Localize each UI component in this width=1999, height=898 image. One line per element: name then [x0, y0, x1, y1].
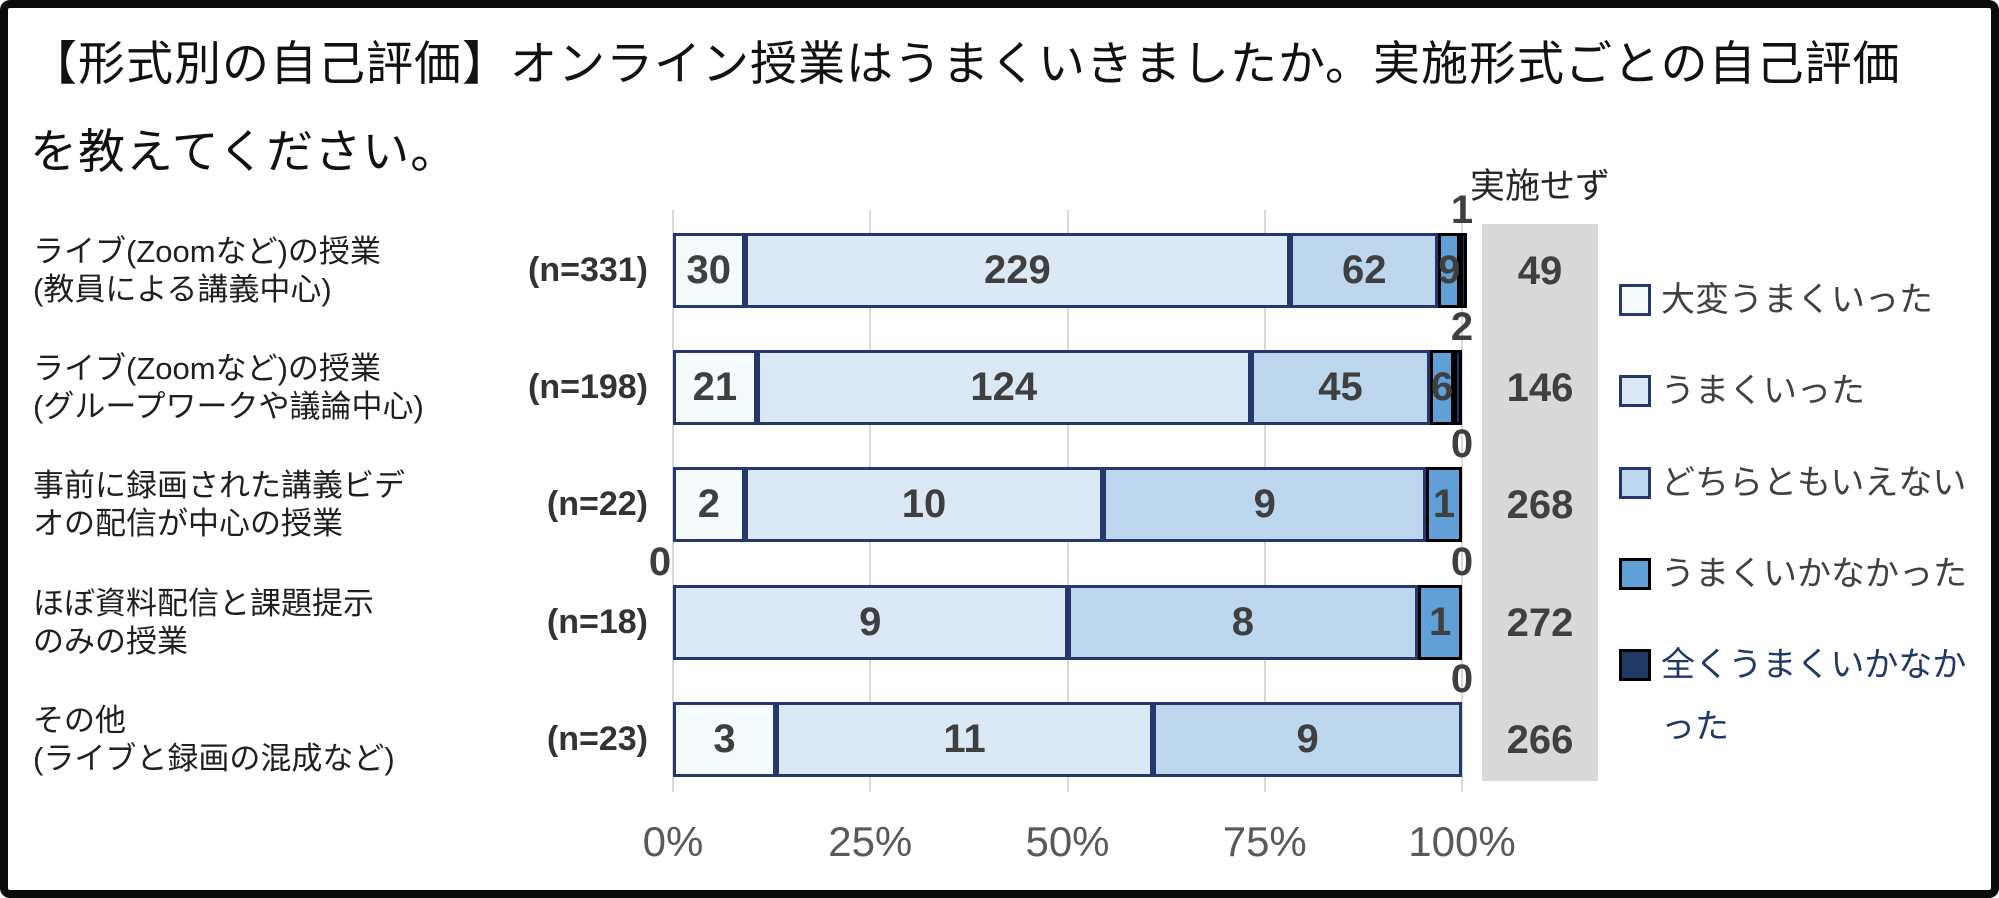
- bar-segment-大変うまくいった: [673, 350, 757, 425]
- bar-segment-どちらともいえない: [1290, 233, 1439, 308]
- category-label-row3: 事前に録画された講義ビデ オの配信が中心の授業 (n=22): [33, 461, 648, 549]
- bar-value: 30: [686, 248, 732, 292]
- bar-segment-大変うまくいった: [673, 467, 745, 542]
- not-implemented-value-row5: 266: [1506, 717, 1574, 762]
- not-implemented-value-row2: 146: [1506, 365, 1574, 410]
- bar-segment-うまくいった: [775, 702, 1154, 777]
- category-label-row1: ライブ(Zoomなど)の授業 (教員による講義中心) (n=331): [33, 227, 648, 315]
- x-axis-tick-75%: 75%: [1222, 818, 1307, 865]
- n-label-row3: (n=22): [546, 485, 648, 523]
- x-axis-tick-25%: 25%: [828, 818, 913, 865]
- bar-value: 9: [859, 600, 882, 644]
- bar-segment-うまくいった: [673, 585, 1068, 660]
- bar-segment-大変うまくいった: [673, 702, 776, 777]
- bar-segment-うまくいかなかった: [1430, 350, 1455, 425]
- bar-value: 1: [1432, 482, 1456, 526]
- chart-title: 【形式別の自己評価】オンライン授業はうまくいきましたか。実施形式ごとの自己評価 …: [30, 20, 1975, 196]
- bar-outside-value: 0: [648, 540, 672, 584]
- bar-value: 2: [697, 482, 720, 526]
- category-line: その他: [33, 702, 126, 738]
- bar-value: 10: [901, 482, 947, 526]
- bar-value: 3: [713, 717, 736, 761]
- category-line: 事前に録画された講義ビデ: [33, 467, 405, 503]
- bar-segment-どちらともいえない: [1250, 350, 1431, 425]
- chart-title-line2: を教えてください。: [30, 125, 459, 178]
- bar-value: 21: [692, 365, 738, 409]
- n-label-row5: (n=23): [546, 720, 648, 758]
- bar-segment-どちらともいえない: [1067, 585, 1419, 660]
- bar-segment-うまくいかなかった: [1418, 585, 1462, 660]
- chart-title-line1: 【形式別の自己評価】オンライン授業はうまくいきましたか。実施形式ごとの自己評価: [30, 37, 1901, 90]
- bar-segment-うまくいかなかった: [1438, 233, 1460, 308]
- category-label-row2: ライブ(Zoomなど)の授業 (グループワークや議論中心) (n=198): [33, 344, 648, 432]
- category-line: ライブ(Zoomなど)の授業: [33, 233, 381, 269]
- bar-value: 229: [984, 248, 1051, 292]
- bar-value: 6: [1430, 365, 1454, 409]
- x-axis-tick-0%: 0%: [642, 818, 704, 865]
- bar-segment-うまくいった: [756, 350, 1251, 425]
- n-label-row1: (n=331): [528, 251, 648, 289]
- category-line: (グループワークや議論中心): [33, 388, 424, 424]
- category-text-row2: ライブ(Zoomなど)の授業 (グループワークや議論中心): [33, 350, 424, 426]
- bar-segment-どちらともいえない: [1153, 702, 1462, 777]
- category-line: のみの授業: [33, 623, 188, 659]
- category-text-row5: その他 (ライブと録画の混成など): [33, 702, 395, 778]
- category-line: ほぼ資料配信と課題提示: [33, 585, 374, 621]
- not-implemented-value-row3: 268: [1506, 482, 1574, 527]
- bar-outside-value: 0: [1450, 422, 1474, 466]
- bar-outside-value: 2: [1450, 305, 1474, 349]
- not-implemented-column: [1482, 224, 1598, 781]
- n-label-row4: (n=18): [546, 603, 648, 641]
- n-label-row2: (n=198): [528, 368, 648, 406]
- bar-segment-どちらともいえない: [1103, 467, 1427, 542]
- bar-value: 9: [1253, 482, 1276, 526]
- bar-value: 45: [1318, 365, 1363, 409]
- not-implemented-value-row1: 49: [1517, 248, 1563, 293]
- gridline-100%: [1461, 210, 1463, 792]
- bar-outside-value: 0: [1450, 657, 1474, 701]
- bar-segment-全くうまくいかなかった: [1459, 233, 1467, 308]
- bar-value: 8: [1231, 600, 1254, 644]
- not-implemented-value-row4: 272: [1506, 600, 1574, 645]
- bar-outside-value: 1: [1450, 188, 1474, 232]
- bar-value: 1: [1428, 600, 1452, 644]
- bar-segment-うまくいかなかった: [1426, 467, 1462, 542]
- bar-value: 124: [970, 365, 1038, 409]
- x-axis-tick-100%: 100%: [1408, 818, 1516, 865]
- bar-value: 11: [943, 717, 986, 761]
- bar-segment-大変うまくいった: [673, 233, 745, 308]
- not-implemented-header: 実施せず: [1469, 167, 1610, 206]
- category-text-row3: 事前に録画された講義ビデ オの配信が中心の授業: [33, 467, 405, 543]
- category-text-row4: ほぼ資料配信と課題提示 のみの授業: [33, 585, 374, 661]
- bar-segment-全くうまくいかなかった: [1454, 350, 1462, 425]
- category-label-row4: ほぼ資料配信と課題提示 のみの授業 (n=18): [33, 579, 648, 667]
- category-line: (教員による講義中心): [33, 271, 332, 307]
- category-label-row5: その他 (ライブと録画の混成など) (n=23): [33, 696, 648, 784]
- category-line: オの配信が中心の授業: [33, 505, 343, 541]
- bar-value: 9: [1296, 717, 1319, 761]
- bar-segment-うまくいった: [744, 467, 1104, 542]
- bar-segment-うまくいった: [744, 233, 1291, 308]
- bar-outside-value: 0: [1450, 540, 1474, 584]
- x-axis-tick-50%: 50%: [1025, 818, 1110, 865]
- category-line: (ライブと録画の混成など): [33, 740, 395, 776]
- category-line: ライブ(Zoomなど)の授業: [33, 350, 381, 386]
- bar-value: 62: [1342, 248, 1387, 292]
- bar-value: 9: [1438, 248, 1461, 292]
- category-text-row1: ライブ(Zoomなど)の授業 (教員による講義中心): [33, 233, 381, 309]
